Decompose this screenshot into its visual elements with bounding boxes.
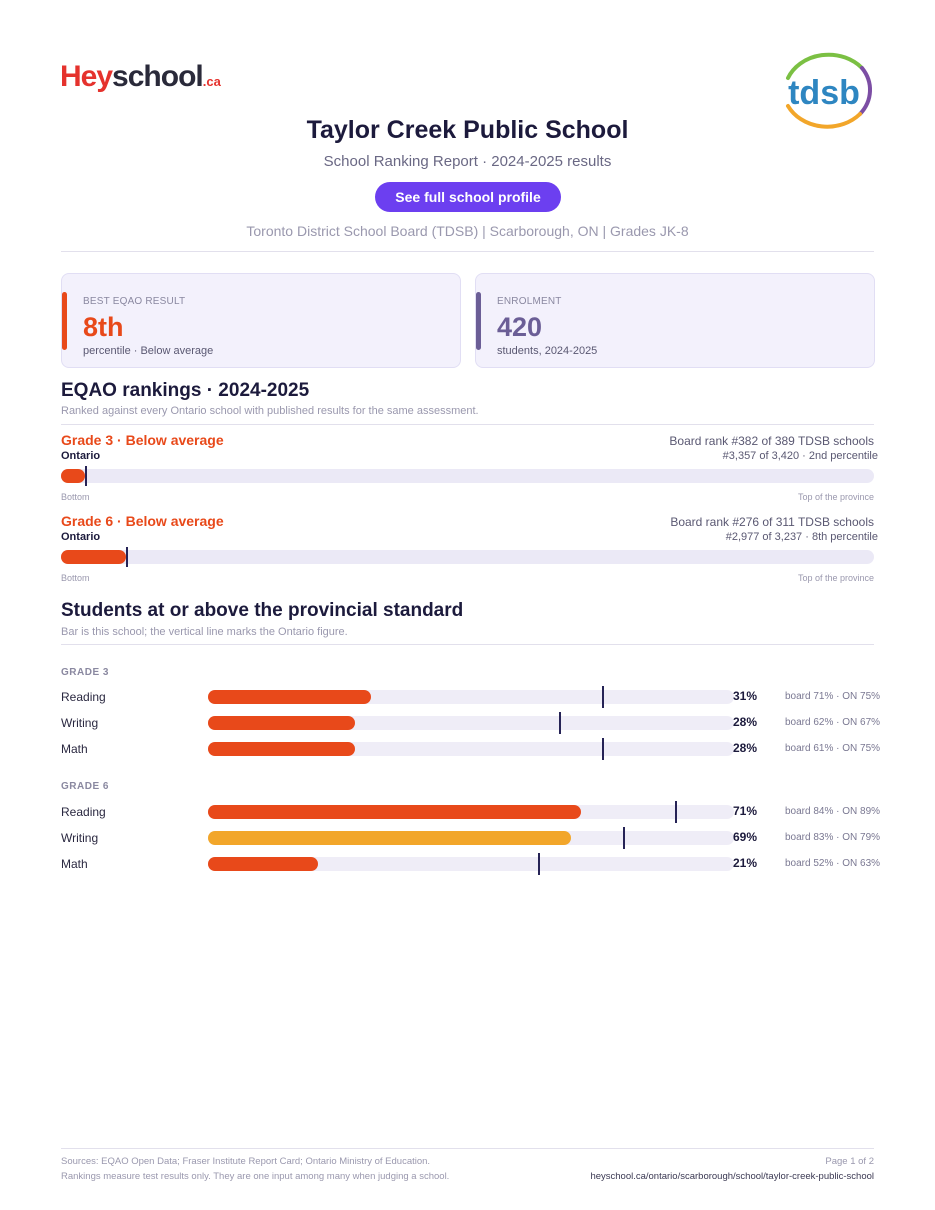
best-eqao-card: BEST EQAO RESULT 8th percentile · Below … — [61, 273, 461, 368]
ontario-marker — [601, 686, 604, 708]
card-accent — [62, 292, 67, 350]
heyschool-logo[interactable]: Heyschool.ca — [60, 62, 221, 92]
footer-url-link[interactable]: heyschool.ca/ontario/scarborough/school/… — [590, 1171, 874, 1182]
grade3-percentile-track — [61, 466, 874, 486]
school-result-bar — [208, 805, 582, 819]
school-result-bar — [208, 857, 319, 871]
grade-group-label: GRADE 6 — [61, 781, 109, 792]
grade3-scope-label: Ontario — [61, 450, 101, 462]
comparison-values: board 52% · ON 63% — [785, 858, 881, 869]
grade6-board-rank: Board rank #276 of 311 TDSB schools — [670, 515, 874, 529]
page-title: Taylor Creek Public School — [306, 116, 629, 144]
school-result-bar — [208, 831, 571, 845]
subject-label: Math — [61, 742, 88, 756]
grade6-percentile-fill — [61, 550, 127, 564]
school-result-bar — [208, 716, 356, 730]
grade6-scope-label: Ontario — [61, 531, 101, 543]
grade6-ranking-title: Grade 6 · Below average — [61, 513, 224, 529]
school-meta: Toronto District School Board (TDSB) | S… — [246, 223, 689, 239]
subject-label: Reading — [61, 690, 106, 704]
grade6-percentile-marker — [126, 547, 129, 567]
card-accent — [476, 292, 481, 350]
school-percent: 69% — [733, 830, 758, 844]
comparison-values: board 62% · ON 67% — [785, 717, 881, 728]
comparison-values: board 61% · ON 75% — [785, 743, 881, 754]
divider — [61, 251, 874, 252]
standard-heading: Students at or above the provincial stan… — [61, 600, 464, 621]
grade3-percentile-marker — [85, 466, 88, 486]
logo-part-school: school — [112, 60, 204, 93]
tdsb-logo-text: tdsb — [788, 74, 860, 112]
subject-label: Writing — [61, 716, 99, 730]
result-bar-track — [208, 738, 734, 760]
footer-disclaimer: Rankings measure test results only. They… — [61, 1171, 450, 1182]
school-percent: 28% — [733, 741, 758, 755]
card-label: ENROLMENT — [497, 296, 562, 307]
track-bottom-label: Bottom — [61, 573, 90, 583]
result-bar-track — [208, 686, 734, 708]
result-bar-track — [208, 827, 734, 849]
track-top-label: Top of the province — [797, 492, 874, 502]
subject-label: Math — [61, 857, 88, 871]
card-sub: students, 2024-2025 — [497, 345, 598, 357]
comparison-values: board 71% · ON 75% — [785, 691, 881, 702]
standard-note: Bar is this school; the vertical line ma… — [61, 626, 348, 638]
result-bar-track — [208, 853, 734, 875]
divider — [61, 424, 874, 425]
ontario-marker — [675, 801, 678, 823]
result-bar-track — [208, 712, 734, 734]
enrolment-card: ENROLMENT 420 students, 2024-2025 — [475, 273, 875, 368]
logo-part-ca: .ca — [202, 74, 221, 89]
school-percent: 21% — [733, 856, 758, 870]
enrolment-value: 420 — [497, 312, 543, 342]
tdsb-logo: tdsb — [786, 52, 873, 129]
footer-meta: Page 1 of 2 heyschool.ca/ontario/scarbor… — [590, 1154, 874, 1184]
grade6-percentile-track — [61, 547, 874, 567]
track-top-label: Top of the province — [797, 573, 874, 583]
ontario-marker — [559, 712, 562, 734]
comparison-values: board 83% · ON 79% — [785, 832, 881, 843]
grade3-percentile-fill — [61, 469, 86, 483]
footer-sources: Sources: EQAO Open Data; Fraser Institut… — [61, 1154, 449, 1184]
footer-sources-line: Sources: EQAO Open Data; Fraser Institut… — [61, 1156, 431, 1167]
school-result-bar — [208, 742, 356, 756]
school-percent: 31% — [733, 689, 758, 703]
subject-label: Reading — [61, 805, 106, 819]
grade3-ranking-title: Grade 3 · Below average — [61, 432, 224, 448]
school-percent: 28% — [733, 715, 758, 729]
grade6-province-rank: #2,977 of 3,237 · 8th percentile — [725, 531, 878, 543]
ontario-marker — [622, 827, 625, 849]
ontario-marker — [538, 853, 541, 875]
school-percent: 71% — [733, 804, 758, 818]
grade3-province-rank: #3,357 of 3,420 · 2nd percentile — [722, 450, 878, 462]
logo-part-hey: Hey — [60, 60, 113, 93]
ontario-marker — [601, 738, 604, 760]
report-subtitle: School Ranking Report · 2024-2025 result… — [323, 153, 612, 170]
card-label: BEST EQAO RESULT — [83, 296, 186, 307]
result-bar-track — [208, 801, 734, 823]
page-number: Page 1 of 2 — [825, 1156, 874, 1167]
see-full-profile-button[interactable]: See full school profile — [375, 182, 561, 212]
grade-group-label: GRADE 3 — [61, 667, 109, 678]
card-sub: percentile · Below average — [83, 345, 214, 357]
best-eqao-value: 8th — [83, 312, 124, 342]
subject-label: Writing — [61, 831, 99, 845]
grade3-board-rank: Board rank #382 of 389 TDSB schools — [669, 434, 874, 448]
school-result-bar — [208, 690, 372, 704]
rankings-note: Ranked against every Ontario school with… — [61, 405, 479, 417]
footer-divider — [61, 1148, 874, 1149]
divider — [61, 644, 874, 645]
comparison-values: board 84% · ON 89% — [785, 806, 881, 817]
track-bottom-label: Bottom — [61, 492, 90, 502]
rankings-heading: EQAO rankings · 2024-2025 — [61, 380, 310, 401]
